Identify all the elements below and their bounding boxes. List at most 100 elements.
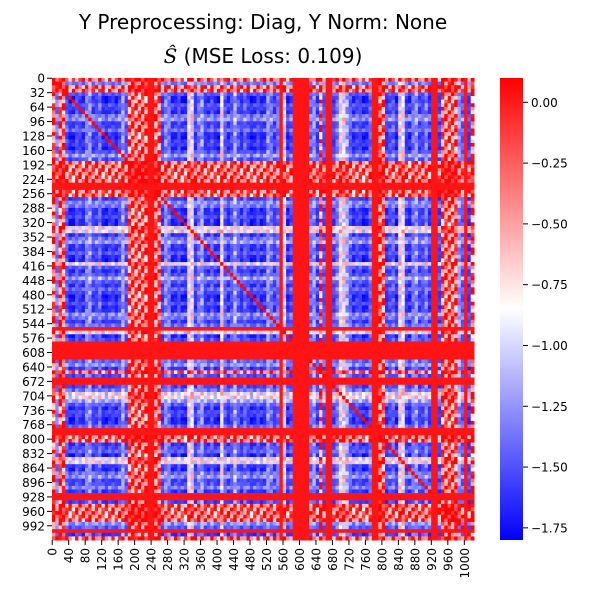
heatmap-cell [101, 204, 105, 208]
heatmap-cell [197, 132, 201, 136]
heatmap-cell [95, 107, 99, 111]
heatmap-cell [108, 150, 112, 154]
heatmap-cell [401, 125, 405, 129]
heatmap-cell [68, 139, 72, 143]
heatmap-cell [438, 186, 442, 190]
heatmap-cell [88, 186, 92, 190]
heatmap-cell [151, 118, 155, 122]
heatmap-cell [72, 165, 76, 169]
heatmap-cell [134, 114, 138, 118]
heatmap-cell [303, 204, 307, 208]
heatmap-cell [82, 194, 86, 198]
heatmap-cell [454, 147, 458, 151]
heatmap-cell [200, 201, 204, 205]
heatmap-cell [78, 168, 82, 172]
heatmap-cell [401, 215, 405, 219]
heatmap-cell [194, 103, 198, 107]
heatmap-cell [378, 107, 382, 111]
heatmap-cell [217, 129, 221, 133]
heatmap-cell [247, 143, 251, 147]
heatmap-cell [105, 82, 109, 86]
heatmap-cell [438, 114, 442, 118]
heatmap-cell [415, 197, 419, 201]
heatmap-cell [68, 85, 72, 89]
heatmap-cell [154, 129, 158, 133]
heatmap-cell [98, 168, 102, 172]
heatmap-cell [322, 147, 326, 151]
heatmap-cell [161, 132, 165, 136]
heatmap-cell [197, 179, 201, 183]
heatmap-cell [369, 197, 373, 201]
heatmap-cell [138, 85, 142, 89]
heatmap-cell [98, 125, 102, 129]
heatmap-cell [319, 165, 323, 169]
heatmap-cell [171, 194, 175, 198]
heatmap-cell [283, 212, 287, 216]
heatmap-cell [151, 154, 155, 158]
heatmap-cell [78, 179, 82, 183]
heatmap-cell [385, 96, 389, 100]
heatmap-cell [352, 147, 356, 151]
heatmap-cell [98, 212, 102, 216]
heatmap-cell [372, 125, 376, 129]
heatmap-cell [401, 179, 405, 183]
heatmap-cell [467, 186, 471, 190]
heatmap-cell [349, 175, 353, 179]
heatmap-cell [369, 103, 373, 107]
heatmap-cell [118, 107, 122, 111]
heatmap-cell [392, 121, 396, 125]
heatmap-cell [438, 215, 442, 219]
heatmap-cell [303, 107, 307, 111]
heatmap-cell [454, 125, 458, 129]
heatmap-cell [418, 197, 422, 201]
heatmap-cell [75, 194, 79, 198]
heatmap-cell [233, 197, 237, 201]
heatmap-cell [82, 96, 86, 100]
heatmap-cell [190, 175, 194, 179]
heatmap-cell [451, 215, 455, 219]
heatmap-cell [289, 136, 293, 140]
heatmap-cell [243, 175, 247, 179]
heatmap-cell [223, 78, 227, 82]
heatmap-cell [154, 201, 158, 205]
heatmap-cell [395, 103, 399, 107]
heatmap-cell [190, 190, 194, 194]
heatmap-cell [141, 118, 145, 122]
heatmap-cell [401, 85, 405, 89]
heatmap-cell [411, 129, 415, 133]
heatmap-cell [240, 208, 244, 212]
heatmap-cell [118, 190, 122, 194]
heatmap-cell [151, 157, 155, 161]
heatmap-cell [279, 136, 283, 140]
heatmap-cell [197, 96, 201, 100]
heatmap-cell [441, 190, 445, 194]
heatmap-cell [319, 132, 323, 136]
heatmap-cell [283, 125, 287, 129]
heatmap-cell [141, 215, 145, 219]
heatmap-cell [144, 165, 148, 169]
heatmap-cell [115, 121, 119, 125]
heatmap-cell [230, 208, 234, 212]
heatmap-cell [461, 143, 465, 147]
heatmap-cell [128, 150, 132, 154]
heatmap-cell [154, 78, 158, 82]
heatmap-cell [125, 194, 129, 198]
heatmap-cell [65, 197, 69, 201]
heatmap-cell [181, 172, 185, 176]
heatmap-cell [263, 190, 267, 194]
heatmap-cell [464, 201, 468, 205]
heatmap-cell [415, 132, 419, 136]
heatmap-cell [214, 183, 218, 187]
heatmap-cell [144, 118, 148, 122]
heatmap-cell [250, 183, 254, 187]
heatmap-cell [158, 82, 162, 86]
heatmap-cell [303, 139, 307, 143]
heatmap-cell [451, 96, 455, 100]
heatmap-cell [448, 215, 452, 219]
heatmap-cell [359, 114, 363, 118]
heatmap-cell [388, 143, 392, 147]
heatmap-cell [240, 110, 244, 114]
heatmap-cell [55, 172, 59, 176]
heatmap-cell [428, 85, 432, 89]
heatmap-cell [471, 161, 475, 165]
